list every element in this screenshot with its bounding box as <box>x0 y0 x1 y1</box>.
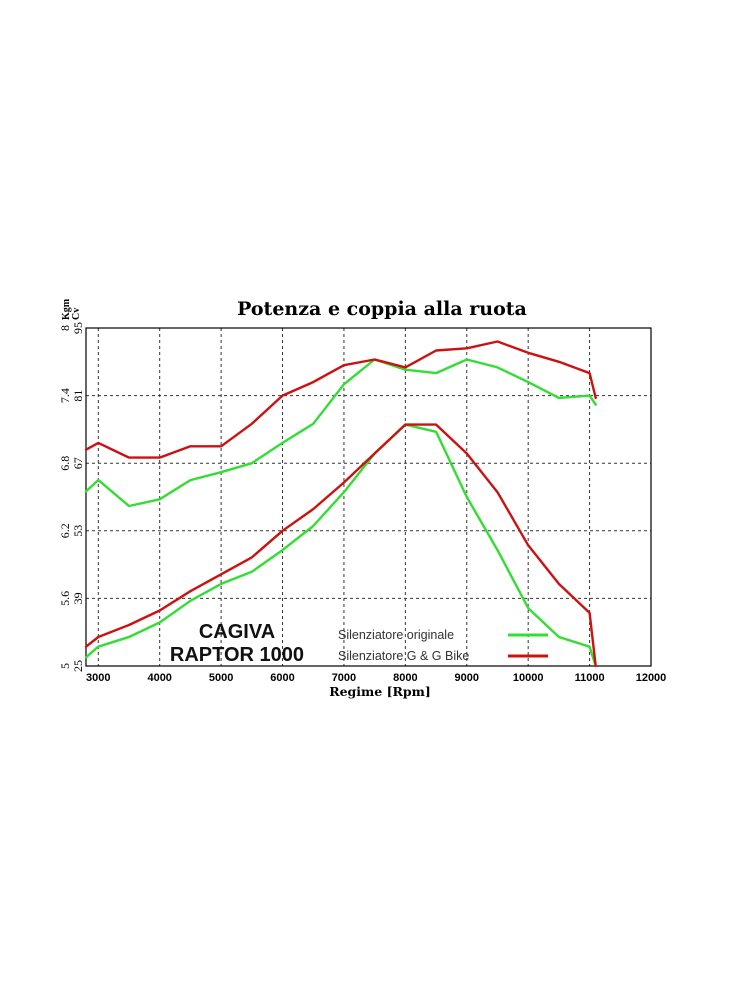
y-tick-label-kgm: 8 <box>58 325 72 331</box>
x-tick-label: 11000 <box>575 672 605 684</box>
x-tick-label: 10000 <box>513 672 544 684</box>
x-tick-label: 12000 <box>636 672 667 684</box>
brand-model-line2: RAPTOR 1000 <box>170 644 304 666</box>
x-tick-label: 5000 <box>209 672 233 684</box>
x-tick-label: 4000 <box>147 672 171 684</box>
y-tick-label-cv: 25 <box>71 660 85 672</box>
y-axis-unit-cv: Cv <box>71 308 82 320</box>
x-tick-label: 9000 <box>455 672 479 684</box>
series-line-power-gg-bike <box>84 423 597 668</box>
chart-title: Potenza e coppia alla ruota <box>237 298 527 320</box>
legend-label-gg-bike: Silenziatore G & G Bike <box>338 649 469 663</box>
x-tick-label: 7000 <box>332 672 356 684</box>
axes: 3000 4000 5000 6000 7000 8000 9000 10000 11000 12… <box>58 322 666 684</box>
legend-label-original: Silenziatore originale <box>338 628 454 642</box>
series-lines <box>84 340 597 668</box>
x-axis-label: Regime [Rpm] <box>329 684 431 699</box>
legend: Silenziatore originale Silenziatore G & … <box>338 628 548 663</box>
y-tick-label-cv: 53 <box>71 525 85 537</box>
y-tick-label-cv: 67 <box>71 457 85 469</box>
y-axis-unit-kgm: Kgm <box>61 298 72 320</box>
brand-model-line1: CAGIVA <box>199 621 275 643</box>
series-line-torque-gg-bike <box>84 340 597 459</box>
y-tick-label-cv: 95 <box>71 322 85 334</box>
series-line-torque-original <box>84 358 597 508</box>
y-tick-label-kgm: 5 <box>58 663 72 669</box>
y-tick-label-cv: 39 <box>71 592 85 604</box>
plot-frame <box>85 327 652 667</box>
y-tick-label-kgm: 5.6 <box>58 591 72 606</box>
y-tick-label-kgm: 7.4 <box>58 388 72 403</box>
x-tick-label: 6000 <box>270 672 294 684</box>
y-tick-label-kgm: 6.2 <box>58 523 72 538</box>
x-tick-label: 8000 <box>393 672 417 684</box>
x-tick-label: 3000 <box>86 672 110 684</box>
y-tick-label-kgm: 6.8 <box>58 456 72 471</box>
series-line-power-original <box>84 423 597 668</box>
y-tick-label-cv: 81 <box>71 390 85 402</box>
